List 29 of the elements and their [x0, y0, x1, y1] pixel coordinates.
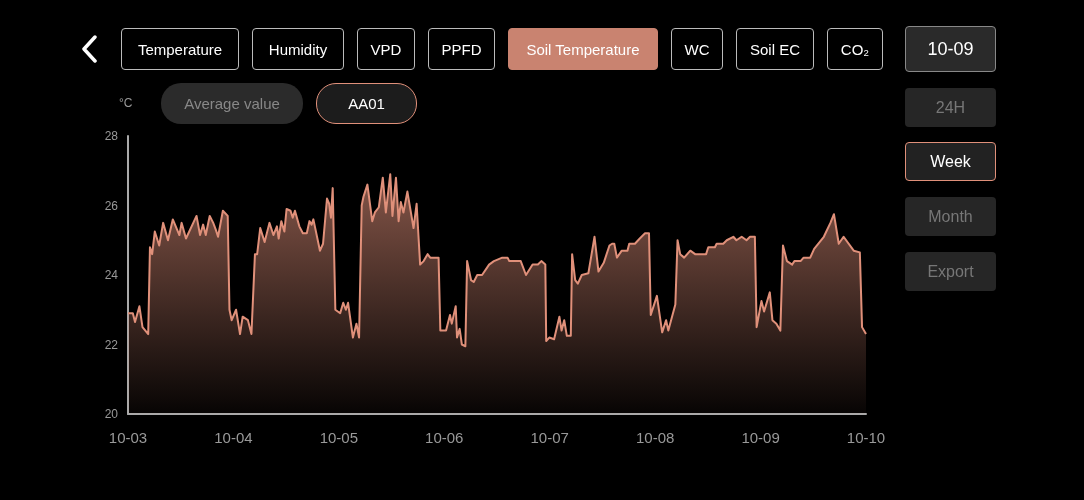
x-tick-label: 10-10: [846, 429, 886, 446]
x-tick-label: 10-05: [319, 429, 359, 446]
text: Soil EC: [736, 28, 814, 70]
y-axis-title: °C: [119, 96, 133, 110]
text: Week: [905, 142, 996, 181]
text: 24H: [905, 88, 996, 127]
x-tick-label: 10-09: [741, 429, 780, 446]
text: VPD: [357, 28, 415, 70]
x-tick-label: 10-03: [108, 429, 148, 446]
y-tick-label: 22: [104, 337, 119, 352]
text: CO₂: [827, 28, 883, 70]
x-tick-label: 10-06: [425, 429, 464, 446]
x-tick-label: 10-04: [214, 429, 253, 446]
text: Average value: [161, 83, 303, 124]
y-tick-label: 28: [104, 129, 119, 143]
text: AA01: [316, 83, 417, 124]
text: Humidity: [252, 28, 344, 70]
y-tick-label: 24: [104, 268, 119, 282]
text: Month: [905, 197, 996, 236]
y-tick-label: 26: [104, 198, 119, 213]
y-tick-label: 20: [104, 407, 119, 421]
text: WC: [671, 28, 723, 70]
text: Export: [905, 252, 996, 291]
x-tick-label: 10-07: [530, 429, 569, 446]
text: PPFD: [428, 28, 495, 70]
text: Soil Temperature: [508, 28, 658, 70]
text: Temperature: [121, 28, 239, 70]
x-tick-label: 10-08: [635, 429, 675, 446]
text: 10-09: [905, 26, 996, 72]
